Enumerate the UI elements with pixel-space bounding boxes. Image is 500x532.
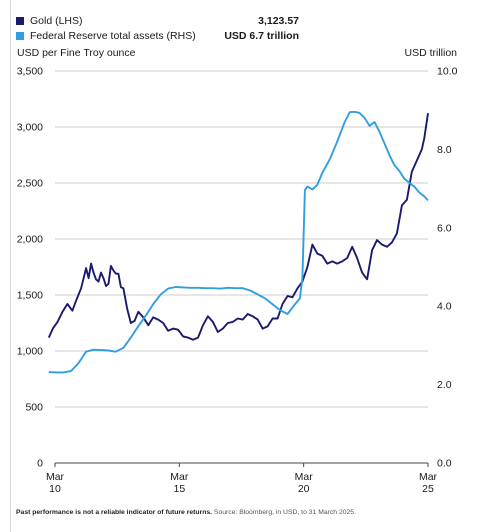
left-frame-border xyxy=(10,0,11,532)
y-left-tick-label: 0 xyxy=(37,458,43,470)
x-tick-label: 15 xyxy=(173,483,185,495)
x-tick-label: Mar xyxy=(295,471,314,483)
y-left-tick-label: 1,000 xyxy=(17,346,43,358)
legend-swatch-gold xyxy=(16,16,24,25)
footnote: Past performance is not a reliable indic… xyxy=(16,509,356,516)
y-right-tick-label: 6.0 xyxy=(437,222,452,234)
x-tick-label: Mar xyxy=(419,471,438,483)
legend-value-fed-assets: USD 6.7 trillion xyxy=(224,29,299,42)
legend-item-gold: Gold (LHS) 3,123.57 xyxy=(16,13,299,28)
legend-swatch-fed-assets xyxy=(16,31,24,40)
legend-value-gold: 3,123.57 xyxy=(258,14,299,27)
y-right-tick-label: 2.0 xyxy=(437,379,452,391)
left-axis-title: USD per Fine Troy ounce xyxy=(17,47,136,59)
y-right-tick-label: 10.0 xyxy=(437,66,458,78)
y-left-tick-label: 1,500 xyxy=(17,290,43,302)
footnote-disclaimer: Past performance is not a reliable indic… xyxy=(16,509,213,516)
y-left-tick-label: 3,000 xyxy=(17,122,43,134)
y-left-tick-label: 500 xyxy=(25,402,43,414)
legend: Gold (LHS) 3,123.57 Federal Reserve tota… xyxy=(16,13,299,43)
y-left-tick-label: 2,000 xyxy=(17,234,43,246)
x-tick-label: Mar xyxy=(46,471,65,483)
x-tick-label: Mar xyxy=(170,471,189,483)
legend-item-fed-assets: Federal Reserve total assets (RHS) USD 6… xyxy=(16,28,299,43)
x-tick-label: 10 xyxy=(49,483,61,495)
legend-label-fed-assets: Federal Reserve total assets (RHS) xyxy=(30,29,196,42)
legend-label-gold: Gold (LHS) xyxy=(30,14,83,27)
x-tick-label: 25 xyxy=(422,483,434,495)
right-axis-title: USD trillion xyxy=(404,47,457,59)
y-right-tick-label: 8.0 xyxy=(437,144,452,156)
y-right-tick-label: 4.0 xyxy=(437,301,452,313)
series-line-fed-assets xyxy=(48,110,429,374)
footnote-source: Source: Bloomberg, in USD, to 31 March 2… xyxy=(213,509,356,516)
series-line-gold xyxy=(47,113,429,341)
y-right-tick-label: 0.0 xyxy=(437,458,452,470)
y-left-tick-label: 2,500 xyxy=(17,178,43,190)
y-left-tick-label: 3,500 xyxy=(17,66,43,78)
x-tick-label: 20 xyxy=(298,483,310,495)
